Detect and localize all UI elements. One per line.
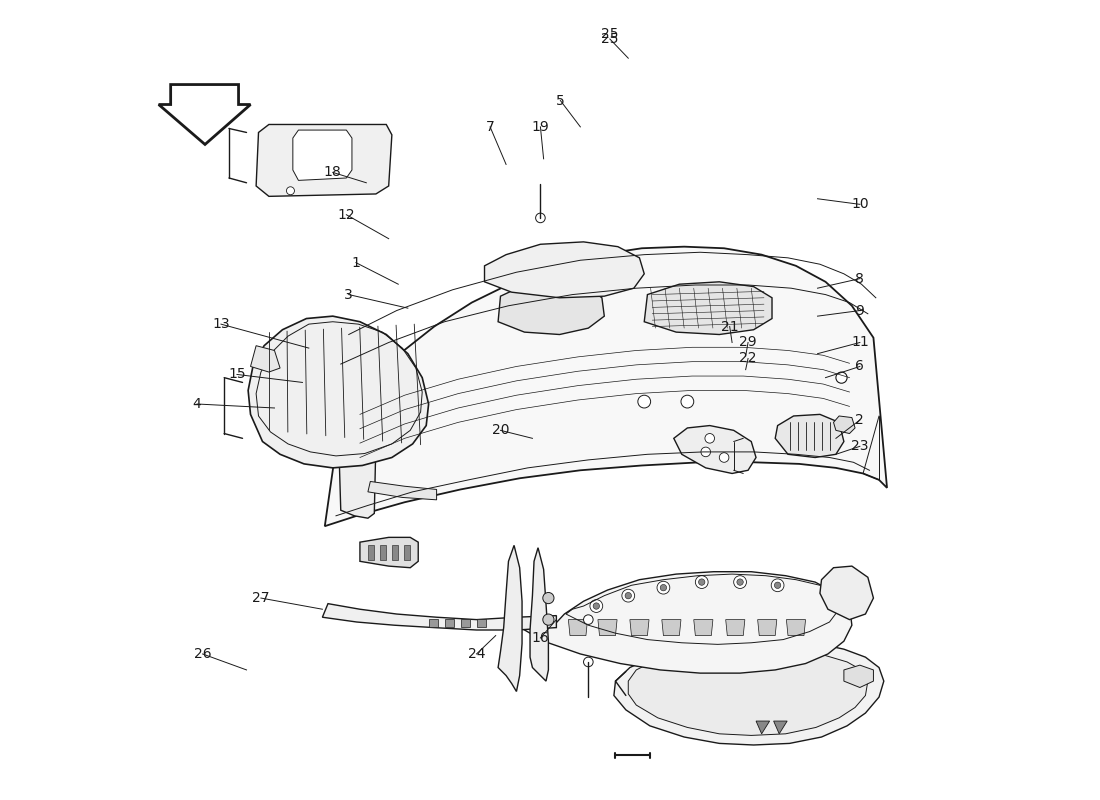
Polygon shape: [674, 426, 756, 474]
Polygon shape: [820, 566, 873, 620]
Polygon shape: [662, 620, 681, 635]
Text: 4: 4: [192, 397, 201, 411]
Text: 8: 8: [856, 272, 865, 286]
Polygon shape: [484, 242, 645, 298]
Circle shape: [583, 615, 593, 625]
Text: 11: 11: [851, 335, 869, 350]
Bar: [392, 546, 398, 560]
Polygon shape: [645, 282, 772, 334]
Polygon shape: [756, 721, 770, 734]
Polygon shape: [339, 420, 376, 518]
Bar: [367, 546, 374, 560]
Text: 12: 12: [338, 208, 355, 222]
Text: 16: 16: [531, 631, 549, 645]
Bar: [404, 546, 410, 560]
Circle shape: [625, 593, 631, 599]
Text: 3: 3: [344, 287, 353, 302]
Circle shape: [660, 585, 667, 591]
Polygon shape: [293, 130, 352, 180]
Polygon shape: [694, 620, 713, 635]
Circle shape: [542, 614, 554, 626]
Text: 22: 22: [739, 351, 757, 366]
Circle shape: [286, 186, 295, 194]
Circle shape: [836, 372, 847, 383]
Bar: [476, 619, 486, 627]
Circle shape: [536, 213, 546, 222]
Text: 15: 15: [228, 367, 245, 382]
Polygon shape: [786, 620, 805, 635]
Polygon shape: [834, 416, 855, 434]
Circle shape: [737, 579, 744, 586]
Polygon shape: [249, 316, 429, 468]
Text: 1: 1: [352, 256, 361, 270]
Circle shape: [705, 434, 715, 443]
Text: 2: 2: [856, 413, 865, 427]
Polygon shape: [630, 620, 649, 635]
Text: 23: 23: [851, 439, 869, 454]
Circle shape: [657, 582, 670, 594]
Bar: [379, 546, 386, 560]
Text: 24: 24: [468, 647, 485, 661]
Circle shape: [621, 590, 635, 602]
Circle shape: [695, 576, 708, 589]
Polygon shape: [726, 620, 745, 635]
Circle shape: [774, 582, 781, 589]
Text: 13: 13: [212, 317, 230, 331]
Circle shape: [681, 395, 694, 408]
Circle shape: [698, 579, 705, 586]
Bar: [444, 619, 454, 627]
Polygon shape: [517, 572, 851, 673]
Polygon shape: [158, 85, 251, 145]
Bar: [429, 619, 438, 627]
Circle shape: [593, 603, 600, 610]
Polygon shape: [628, 649, 868, 735]
Polygon shape: [367, 482, 437, 500]
Text: 29: 29: [739, 335, 757, 350]
Circle shape: [542, 593, 554, 604]
Text: 25: 25: [601, 27, 618, 42]
Text: 25: 25: [601, 32, 618, 46]
Text: 6: 6: [856, 359, 865, 374]
Text: 7: 7: [486, 120, 495, 134]
Circle shape: [583, 657, 593, 666]
Polygon shape: [251, 346, 280, 372]
Polygon shape: [614, 641, 883, 745]
Polygon shape: [360, 538, 418, 568]
Text: 19: 19: [531, 120, 549, 134]
Polygon shape: [322, 604, 557, 630]
Polygon shape: [776, 414, 844, 458]
Polygon shape: [530, 548, 549, 681]
Text: 26: 26: [194, 647, 211, 661]
Text: 21: 21: [720, 319, 738, 334]
Polygon shape: [758, 620, 777, 635]
Polygon shape: [569, 620, 587, 635]
Circle shape: [701, 447, 711, 457]
Text: 9: 9: [856, 303, 865, 318]
Polygon shape: [324, 246, 887, 526]
Bar: [461, 619, 470, 627]
Polygon shape: [498, 282, 604, 334]
Text: 5: 5: [556, 94, 564, 107]
Polygon shape: [498, 546, 522, 691]
Circle shape: [719, 453, 729, 462]
Circle shape: [771, 579, 784, 592]
Polygon shape: [256, 125, 392, 196]
Polygon shape: [598, 620, 617, 635]
Text: 10: 10: [851, 198, 869, 211]
Text: 18: 18: [323, 166, 342, 179]
Circle shape: [638, 395, 650, 408]
Circle shape: [590, 600, 603, 613]
Polygon shape: [844, 665, 873, 687]
Text: 20: 20: [492, 423, 509, 438]
Polygon shape: [773, 721, 788, 734]
Text: 27: 27: [252, 591, 270, 605]
Circle shape: [734, 576, 747, 589]
